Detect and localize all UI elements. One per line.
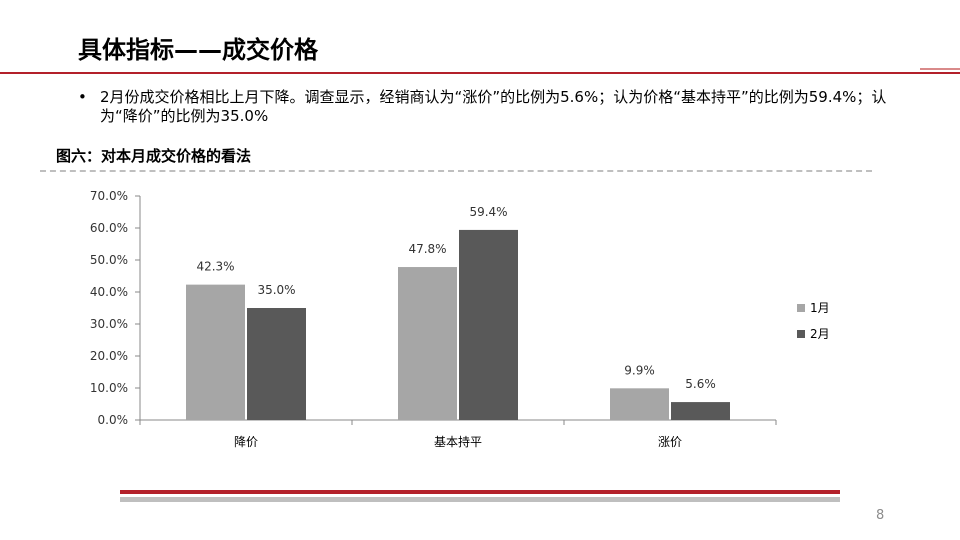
- bullet-marker: •: [78, 88, 87, 106]
- y-tick-label: 10.0%: [90, 381, 128, 395]
- y-tick-label: 40.0%: [90, 285, 128, 299]
- data-label: 35.0%: [257, 283, 295, 297]
- title-rule: [0, 72, 960, 74]
- x-tick-label: 降价: [234, 435, 258, 449]
- bar-chart: 0.0% 10.0% 20.0% 30.0% 40.0% 50.0% 60.0% 70.0% 4…: [90, 189, 830, 449]
- y-tick-label: 70.0%: [90, 189, 128, 203]
- y-tick-label: 30.0%: [90, 317, 128, 331]
- y-tick-label: 0.0%: [98, 413, 129, 427]
- bar-2-2: [459, 229, 518, 420]
- y-tick-label: 20.0%: [90, 349, 128, 363]
- y-tick-label: 60.0%: [90, 221, 128, 235]
- bar-2-3: [671, 402, 730, 420]
- legend-swatch: [797, 330, 805, 338]
- data-label: 47.8%: [408, 242, 446, 256]
- footer-red-bar: [120, 490, 840, 494]
- data-label: 42.3%: [196, 260, 234, 274]
- footer-gray-bar: [120, 497, 840, 502]
- y-tick-label: 50.0%: [90, 253, 128, 267]
- caption-divider: [40, 170, 872, 172]
- x-tick-label: 涨价: [658, 434, 682, 449]
- bar-2-1: [247, 308, 306, 420]
- data-label: 9.9%: [624, 363, 655, 377]
- legend-label: 1月: [810, 301, 830, 315]
- page-number: 8: [876, 508, 885, 523]
- bar-1-1: [186, 284, 245, 420]
- bar-1-2: [398, 267, 457, 420]
- data-label: 5.6%: [685, 377, 716, 391]
- bar-1-3: [610, 388, 669, 420]
- legend-label: 2月: [810, 327, 830, 341]
- chart-caption: 图六：对本月成交价格的看法: [56, 147, 252, 165]
- legend-swatch: [797, 304, 805, 312]
- data-label: 59.4%: [469, 205, 507, 219]
- bullet-text: 2月份成交价格相比上月下降。调查显示，经销商认为“涨价”的比例为5.6%；认为价…: [100, 88, 887, 125]
- x-tick-label: 基本持平: [434, 434, 482, 449]
- title-rule-accent: [920, 68, 960, 70]
- slide-title: 具体指标——成交价格: [78, 36, 318, 64]
